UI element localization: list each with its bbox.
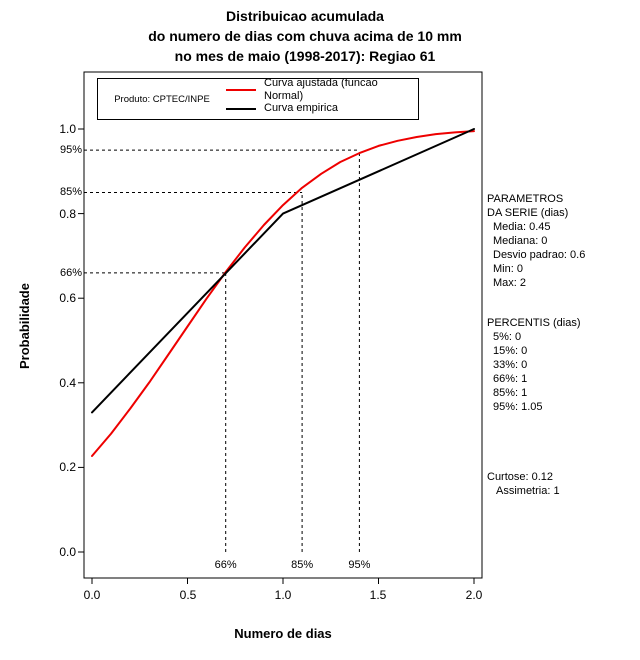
y-axis-title: Probabilidade bbox=[17, 283, 32, 369]
percentile-line: 33%: 0 bbox=[493, 359, 528, 371]
stat-line: Min: 0 bbox=[493, 263, 523, 275]
stats-panel: PARAMETROS DA SERIE (dias) Media: 0.45 M… bbox=[487, 192, 585, 498]
plot-border bbox=[83, 71, 483, 579]
percentile-line: 5%: 0 bbox=[493, 331, 522, 343]
params-header: PARAMETROS bbox=[487, 193, 564, 205]
x-tick-label: 0.5 bbox=[179, 588, 197, 602]
y-tick-label: 0.8 bbox=[59, 207, 76, 221]
x-tick-label: 1.5 bbox=[369, 588, 387, 602]
guide-label-left-95%: 95% bbox=[59, 144, 82, 157]
stat-line: Media: 0.45 bbox=[493, 221, 551, 233]
y-tick-label: 0.6 bbox=[59, 291, 76, 305]
y-tick-label: 0.4 bbox=[59, 376, 76, 390]
legend-entry-label: Curva ajustada (funcao Normal) bbox=[264, 76, 378, 102]
product-label: Produto: CPTEC/INPE bbox=[114, 93, 210, 105]
legend-entries: Curva ajustada (funcao Normal) Curva emp… bbox=[226, 77, 418, 116]
guide-label-bottom-66%: 66% bbox=[214, 559, 237, 571]
percentile-line: 85%: 1 bbox=[493, 387, 528, 399]
percentile-line: 15%: 0 bbox=[493, 345, 528, 357]
percentile-line: 66%: 1 bbox=[493, 373, 528, 385]
guide-label-bottom-85%: 85% bbox=[291, 559, 314, 571]
chart-title-line3: no mes de maio (1998-2017): Regiao 61 bbox=[174, 48, 436, 64]
y-tick-label: 1.0 bbox=[59, 122, 76, 136]
guide-label-left-85%: 85% bbox=[59, 186, 82, 199]
chart-title-line1: Distribuicao acumulada bbox=[226, 8, 384, 24]
empirical-curve-swatch-icon bbox=[226, 107, 256, 110]
guide-label-left-66%: 66% bbox=[59, 266, 82, 279]
stat-line: Mediana: 0 bbox=[493, 235, 548, 247]
stat-line: Desvio padrao: 0.6 bbox=[493, 249, 586, 261]
legend-entry-fitted: Curva ajustada (funcao Normal) bbox=[226, 77, 418, 102]
chart-title-line2: do numero de dias com chuva acima de 10 … bbox=[148, 28, 462, 44]
fitted-curve bbox=[91, 130, 475, 457]
legend-entry-empirical: Curva empirica bbox=[226, 101, 418, 116]
x-tick-label: 2.0 bbox=[465, 588, 483, 602]
curtose-line: Curtose: 0.12 bbox=[487, 471, 554, 483]
percentis-header: PERCENTIS (dias) bbox=[487, 317, 581, 329]
y-tick-label: 0.0 bbox=[59, 545, 76, 559]
chart-title: Distribuicao acumulada do numero de dias… bbox=[0, 6, 610, 66]
assimetria-line: Assimetria: 1 bbox=[496, 485, 560, 497]
y-tick-label: 0.2 bbox=[59, 460, 76, 474]
legend-box: Produto: CPTEC/INPE Curva ajustada (func… bbox=[97, 77, 419, 120]
percentile-line: 95%: 1.05 bbox=[493, 401, 543, 413]
x-axis-title: Numero de dias bbox=[234, 626, 332, 641]
params-header: DA SERIE (dias) bbox=[487, 207, 569, 219]
x-tick-label: 1.0 bbox=[274, 588, 292, 602]
guide-label-bottom-95%: 95% bbox=[348, 559, 371, 571]
stat-line: Max: 2 bbox=[493, 277, 527, 289]
x-tick-label: 0.0 bbox=[83, 588, 101, 602]
empirical-curve bbox=[91, 128, 475, 414]
fitted-curve-swatch-icon bbox=[226, 88, 256, 91]
legend-entry-label: Curva empirica bbox=[264, 102, 338, 114]
